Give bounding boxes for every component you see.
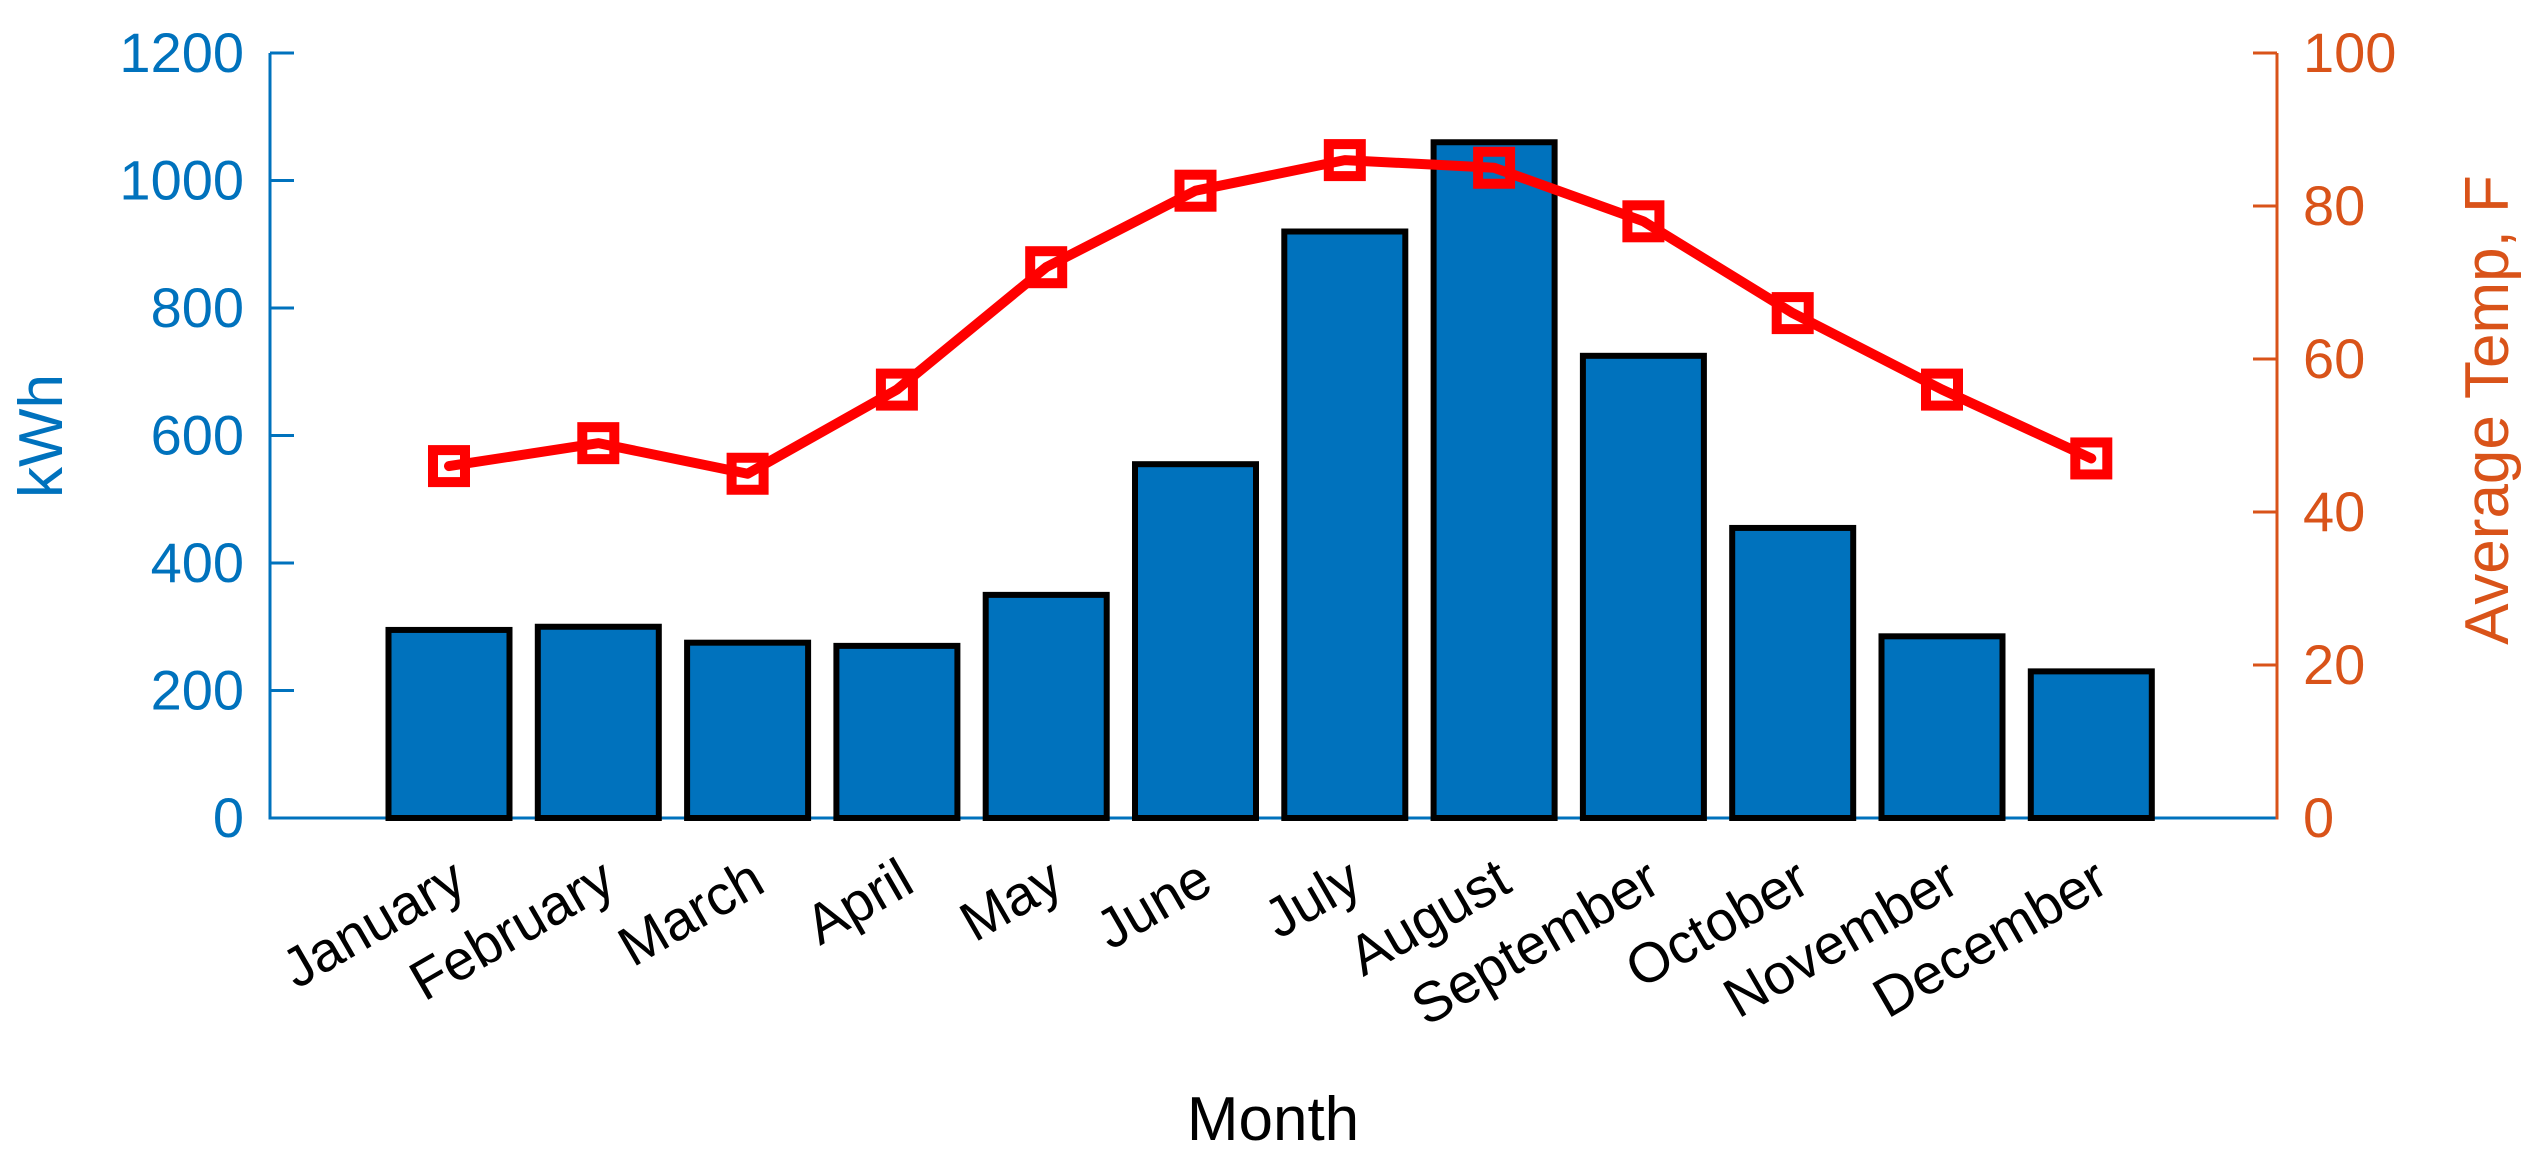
chart-generated-layer: 020040060080010001200020406080100January… <box>119 21 2396 1037</box>
bar-december <box>2027 668 2155 821</box>
temp-marker-november <box>1921 368 1963 411</box>
left-axis-tick-label: 400 <box>151 531 244 594</box>
bar-august <box>1430 139 1558 821</box>
temp-marker-october <box>1771 292 1814 335</box>
bar-november <box>1878 633 2006 821</box>
left-axis-tick-label: 1000 <box>119 149 244 212</box>
x-tick-label-april: April <box>794 846 923 957</box>
x-axis-title: Month <box>1187 1085 1359 1154</box>
left-axis-tick-label: 800 <box>151 276 244 339</box>
left-axis-tick-label: 1200 <box>119 21 244 84</box>
bar-october <box>1729 524 1857 821</box>
bar-april <box>833 642 961 821</box>
temp-marker-june <box>1174 169 1217 212</box>
temp-marker-january <box>428 445 470 488</box>
right-axis-tick-label: 80 <box>2303 174 2365 237</box>
bar-september <box>1579 352 1707 821</box>
temp-marker-august <box>1473 146 1516 189</box>
temp-marker-december <box>2070 437 2113 480</box>
right-axis-tick-label: 0 <box>2303 786 2334 849</box>
right-axis-title: Average Temp, F <box>2453 175 2522 645</box>
right-axis-tick-label: 40 <box>2303 480 2365 543</box>
right-axis-tick-label: 20 <box>2303 633 2365 696</box>
temp-marker-may <box>1025 246 1068 289</box>
bar-january <box>385 626 513 821</box>
left-axis-title: kWh <box>7 374 76 498</box>
right-axis-tick-label: 60 <box>2303 327 2365 390</box>
x-tick-label-may: May <box>949 846 1072 953</box>
bar-february <box>534 623 662 821</box>
temp-marker-march <box>726 452 769 495</box>
bar-may <box>982 591 1110 821</box>
temp-marker-february <box>577 422 620 465</box>
x-tick-label-june: June <box>1085 846 1222 961</box>
temperature-line <box>444 155 2097 479</box>
temp-marker-april <box>875 368 918 411</box>
left-axis-tick-label: 200 <box>151 659 244 722</box>
bar-june <box>1132 461 1259 821</box>
temp-marker-july <box>1323 139 1366 182</box>
x-tick-label-march: March <box>607 846 773 978</box>
bar-march <box>684 639 812 821</box>
bar-july <box>1281 228 1409 821</box>
left-axis-tick-label: 0 <box>213 786 244 849</box>
right-axis-tick-label: 100 <box>2303 21 2396 84</box>
temp-marker-september <box>1622 200 1665 243</box>
left-axis-tick-label: 600 <box>151 404 244 467</box>
